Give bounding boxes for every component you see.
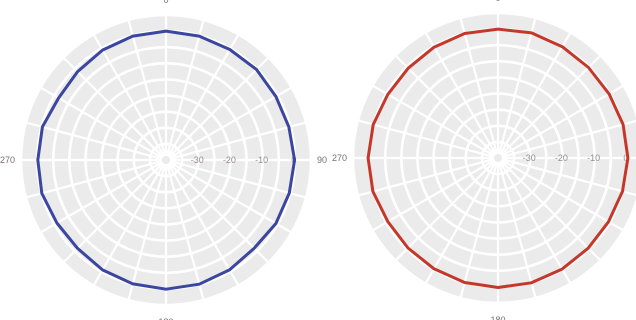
angular-gridline	[371, 84, 496, 157]
angular-gridline	[357, 157, 495, 197]
series-line	[36, 29, 297, 291]
polar-plot-right: -30-20-100090180270	[332, 0, 636, 320]
angular-gridline	[62, 56, 164, 158]
angular-gridline	[459, 17, 499, 155]
angular-gridline	[92, 162, 165, 287]
angular-gridline	[500, 159, 625, 232]
angular-gridline	[424, 31, 497, 156]
angular-gridline	[357, 119, 495, 159]
radial-tick-label: -20	[223, 155, 236, 165]
angular-gridline	[501, 157, 636, 197]
angular-gridline	[39, 86, 164, 159]
angular-gridline	[394, 160, 496, 262]
angular-gridline	[165, 19, 205, 157]
angle-label: 0	[163, 0, 168, 5]
angle-label: 0	[495, 0, 500, 3]
angular-gridline	[25, 159, 163, 199]
polar-plot-left: -30-20-100090180270	[0, 0, 327, 320]
angular-gridline	[500, 84, 625, 157]
radial-tick-label: -30	[191, 155, 204, 165]
series-line	[366, 27, 630, 289]
angular-gridline	[499, 31, 572, 156]
angular-gridline	[459, 161, 499, 299]
angular-gridline	[497, 161, 537, 299]
angular-gridline	[62, 162, 164, 264]
angular-gridline	[500, 160, 602, 262]
angular-gridline	[168, 86, 293, 159]
angular-gridline	[168, 56, 270, 158]
angular-gridline	[127, 19, 167, 157]
angular-gridline	[127, 163, 167, 301]
plot-background	[353, 13, 636, 303]
angular-gridline	[499, 160, 572, 285]
angular-gridline	[92, 33, 165, 158]
radial-tick-label: -10	[587, 153, 600, 163]
angular-gridline	[169, 121, 307, 161]
angle-label: 90	[317, 155, 327, 165]
angular-gridline	[167, 33, 240, 158]
angular-gridline	[497, 17, 537, 155]
angle-label: 270	[332, 153, 347, 163]
radial-tick-label: 0	[623, 153, 628, 163]
angular-gridline	[167, 162, 240, 287]
radial-tick-label: -10	[255, 155, 268, 165]
angular-gridline	[500, 54, 602, 156]
radial-tick-label: -20	[555, 153, 568, 163]
angle-label: 180	[490, 315, 505, 320]
angle-label: 180	[158, 317, 173, 320]
angular-gridline	[168, 161, 293, 234]
radial-tick-label: -30	[523, 153, 536, 163]
angular-gridline	[501, 119, 636, 159]
angular-gridline	[168, 162, 270, 264]
angular-gridline	[371, 159, 496, 232]
angular-gridline	[39, 161, 164, 234]
angular-gridline	[165, 163, 205, 301]
angular-gridline	[394, 54, 496, 156]
angular-gridline	[25, 121, 163, 161]
angular-gridline	[424, 160, 497, 285]
angular-gridline	[169, 159, 307, 199]
angle-label: 270	[0, 155, 15, 165]
